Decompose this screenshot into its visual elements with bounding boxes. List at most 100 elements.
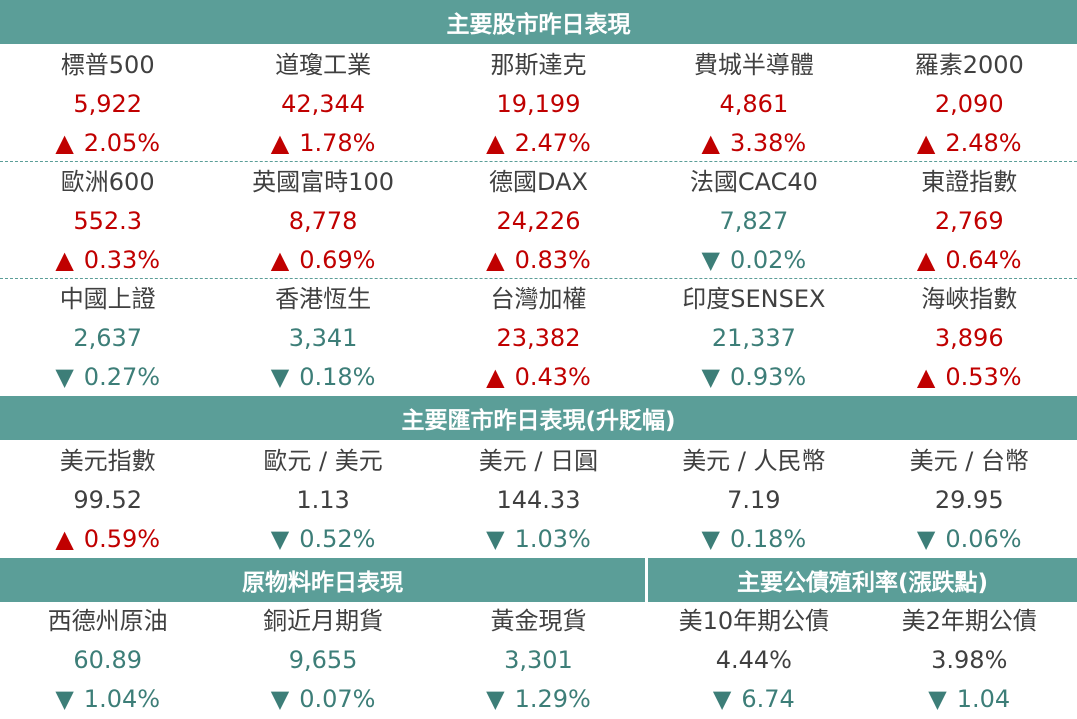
down-arrow-icon: ▼ (701, 363, 720, 391)
commodity-value: 60.89 (73, 646, 143, 674)
index-name: 東證指數 (921, 168, 1018, 196)
fx-cell: 美元 / 日圓 144.33 ▼ 1.03% (431, 442, 646, 559)
commodity-name: 西德州原油 (47, 607, 168, 635)
commodity-change: ▼ 0.07% (271, 680, 376, 719)
index-name: 法國CAC40 (689, 168, 818, 196)
commodity-cell: 西德州原油 60.89 ▼ 1.04% (0, 602, 215, 719)
index-value: 3,896 (934, 324, 1004, 352)
down-arrow-icon: ▼ (55, 363, 74, 391)
index-name: 道瓊工業 (275, 51, 372, 79)
fx-cell: 美元 / 台幣 29.95 ▼ 0.06% (862, 442, 1077, 559)
change-percent: 1.04% (83, 685, 161, 713)
change-percent: 0.27% (83, 363, 161, 391)
index-cell: 香港恆生 3,341 ▼ 0.18% (215, 280, 430, 397)
section-header-stocks: 主要股市昨日表現 (0, 0, 1077, 44)
index-change: ▲ 0.53% (917, 358, 1022, 397)
change-percent: 0.59% (83, 525, 161, 553)
change-percent: 0.83% (514, 246, 591, 274)
stock-row-2: 歐洲600 552.3 ▲ 0.33% 英國富時100 8,778 ▲ 0.69% 德國DA… (0, 163, 1077, 280)
index-value: 2,769 (934, 207, 1004, 235)
down-arrow-icon: ▼ (270, 525, 290, 553)
up-arrow-icon: ▲ (916, 246, 936, 274)
change-points: 6.74 (741, 685, 795, 713)
change-percent: 0.33% (83, 246, 161, 274)
index-change: ▲ 2.05% (55, 124, 160, 163)
commodity-value: 9,655 (288, 646, 358, 674)
index-cell: 那斯達克 19,199 ▲ 2.47% (431, 46, 646, 163)
index-change: ▲ 0.64% (917, 241, 1022, 280)
up-arrow-icon: ▲ (486, 246, 505, 274)
change-percent: 2.05% (83, 129, 161, 157)
index-change: ▲ 2.48% (917, 124, 1022, 163)
down-arrow-icon: ▼ (916, 525, 936, 553)
index-value: 2,090 (934, 90, 1004, 118)
index-name: 海峽指數 (921, 285, 1018, 313)
change-percent: 0.64% (945, 246, 1022, 274)
change-percent: 0.18% (729, 525, 807, 553)
change-points: 1.04 (956, 685, 1011, 713)
index-name: 英國富時100 (252, 168, 394, 196)
index-change: ▲ 0.83% (486, 241, 591, 280)
bond-change: ▼ 1.04 (928, 680, 1010, 719)
commodities-bonds-row: 西德州原油 60.89 ▼ 1.04% 銅近月期貨 9,655 ▼ 0.07% 黃金現貨 3,… (0, 602, 1077, 719)
index-cell: 法國CAC40 7,827 ▼ 0.02% (646, 163, 861, 280)
fx-change: ▼ 0.18% (702, 520, 807, 559)
change-percent: 0.93% (729, 363, 807, 391)
fx-change: ▼ 0.06% (917, 520, 1022, 559)
index-cell: 中國上證 2,637 ▼ 0.27% (0, 280, 215, 397)
index-cell: 英國富時100 8,778 ▲ 0.69% (215, 163, 430, 280)
bond-yield: 4.44% (715, 646, 792, 674)
change-percent: 1.29% (514, 685, 591, 713)
fx-name: 美元指數 (59, 447, 156, 475)
index-value: 5,922 (73, 90, 143, 118)
down-arrow-icon: ▼ (486, 525, 505, 553)
index-name: 香港恆生 (275, 285, 372, 313)
commodity-name: 黃金現貨 (490, 607, 587, 635)
index-value: 19,199 (496, 90, 581, 118)
change-percent: 0.18% (299, 363, 376, 391)
bond-change: ▼ 6.74 (713, 680, 795, 719)
index-cell: 道瓊工業 42,344 ▲ 1.78% (215, 46, 430, 163)
fx-value: 1.13 (296, 486, 350, 514)
index-value: 8,778 (288, 207, 358, 235)
index-cell: 德國DAX 24,226 ▲ 0.83% (431, 163, 646, 280)
commodity-name: 銅近月期貨 (263, 607, 384, 635)
index-name: 費城半導體 (693, 51, 814, 79)
up-arrow-icon: ▲ (916, 363, 936, 391)
down-arrow-icon: ▼ (55, 685, 74, 713)
fx-name: 美元 / 人民幣 (682, 447, 826, 475)
bond-name: 美2年期公債 (901, 607, 1037, 635)
fx-change: ▼ 0.52% (271, 520, 376, 559)
fx-name: 美元 / 台幣 (909, 447, 1029, 475)
section-header-commodities: 原物料昨日表現 (0, 558, 645, 602)
index-cell: 歐洲600 552.3 ▲ 0.33% (0, 163, 215, 280)
index-cell: 羅素2000 2,090 ▲ 2.48% (862, 46, 1077, 163)
index-change: ▲ 3.38% (702, 124, 807, 163)
index-cell: 台灣加權 23,382 ▲ 0.43% (431, 280, 646, 397)
change-percent: 0.07% (299, 685, 376, 713)
index-cell: 費城半導體 4,861 ▲ 3.38% (646, 46, 861, 163)
fx-change: ▼ 1.03% (486, 520, 591, 559)
index-name: 標普500 (60, 51, 155, 79)
index-change: ▲ 1.78% (271, 124, 376, 163)
change-percent: 0.53% (945, 363, 1022, 391)
index-change: ▲ 0.43% (486, 358, 591, 397)
up-arrow-icon: ▲ (701, 129, 720, 157)
index-cell: 標普500 5,922 ▲ 2.05% (0, 46, 215, 163)
index-value: 23,382 (496, 324, 581, 352)
up-arrow-icon: ▲ (916, 129, 936, 157)
index-change: ▼ 0.27% (55, 358, 160, 397)
index-name: 印度SENSEX (682, 285, 826, 313)
change-percent: 0.43% (514, 363, 591, 391)
bond-cell: 美10年期公債 4.44% ▼ 6.74 (646, 602, 861, 719)
fx-value: 99.52 (73, 486, 143, 514)
fx-row: 美元指數 99.52 ▲ 0.59% 歐元 / 美元 1.13 ▼ 0.52% 美元 / 日… (0, 442, 1077, 559)
fx-name: 歐元 / 美元 (263, 447, 383, 475)
change-percent: 0.69% (299, 246, 376, 274)
index-value: 4,861 (719, 90, 789, 118)
index-change: ▼ 0.18% (271, 358, 376, 397)
index-value: 21,337 (711, 324, 796, 352)
index-value: 24,226 (496, 207, 581, 235)
index-change: ▼ 0.02% (702, 241, 807, 280)
